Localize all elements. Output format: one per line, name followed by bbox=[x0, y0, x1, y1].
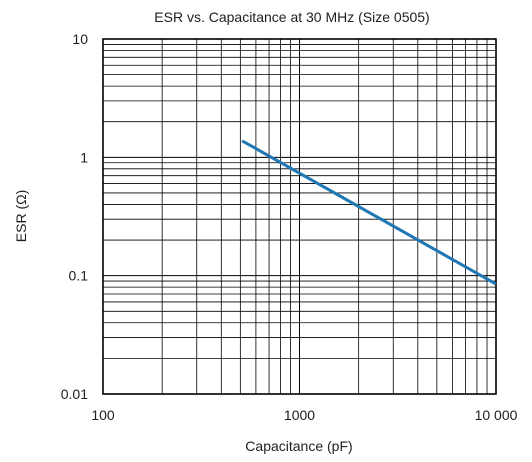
y-tick-label: 1 bbox=[80, 149, 88, 165]
plot-frame bbox=[102, 38, 497, 395]
y-tick-label: 0.01 bbox=[61, 386, 88, 402]
x-tick-label: 10 000 bbox=[475, 407, 518, 423]
series-line-1 bbox=[241, 139, 497, 286]
grid-layer bbox=[102, 38, 497, 395]
y-axis-label: ESR (Ω) bbox=[13, 190, 29, 242]
x-axis-label: Capacitance (pF) bbox=[245, 438, 352, 454]
tick-layer: 100 1000 10 000 10 1 0.1 0.01 bbox=[61, 31, 518, 423]
plot-layer bbox=[241, 139, 497, 286]
chart-title: ESR vs. Capacitance at 30 MHz (Size 0505… bbox=[154, 9, 429, 25]
x-tick-label: 100 bbox=[91, 407, 115, 423]
y-tick-label: 0.1 bbox=[69, 268, 89, 284]
y-tick-label: 10 bbox=[72, 31, 88, 47]
x-tick-label: 1000 bbox=[284, 407, 315, 423]
